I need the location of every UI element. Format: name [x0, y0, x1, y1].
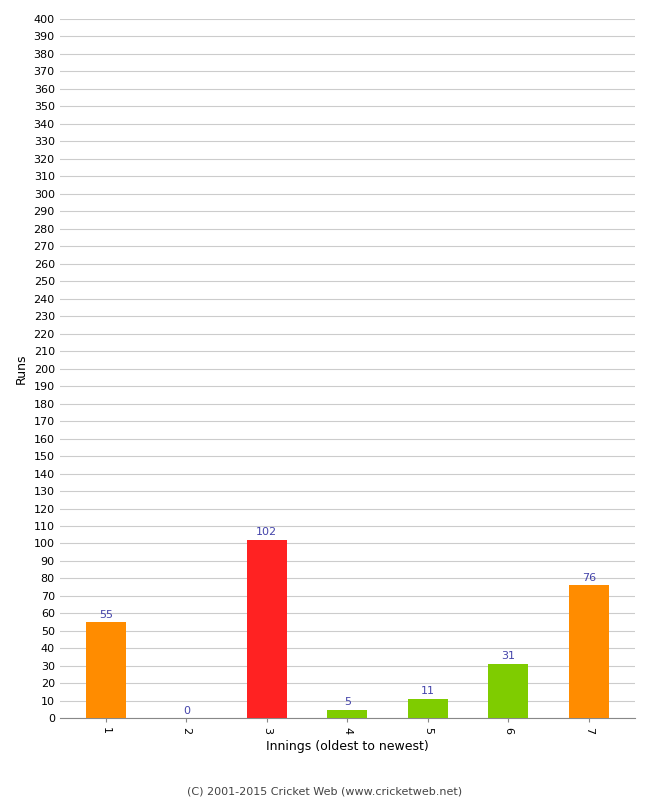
- Y-axis label: Runs: Runs: [15, 354, 28, 384]
- Bar: [569, 586, 609, 718]
- Text: 31: 31: [501, 651, 515, 662]
- Text: (C) 2001-2015 Cricket Web (www.cricketweb.net): (C) 2001-2015 Cricket Web (www.cricketwe…: [187, 786, 463, 796]
- Text: 11: 11: [421, 686, 435, 697]
- Bar: [327, 710, 367, 718]
- Bar: [488, 664, 528, 718]
- Text: 76: 76: [582, 573, 596, 583]
- Text: 55: 55: [99, 610, 113, 619]
- X-axis label: Innings (oldest to newest): Innings (oldest to newest): [266, 740, 429, 753]
- Text: 0: 0: [183, 706, 190, 716]
- Text: 102: 102: [256, 527, 278, 538]
- Bar: [408, 699, 448, 718]
- Bar: [247, 540, 287, 718]
- Bar: [86, 622, 126, 718]
- Text: 5: 5: [344, 697, 351, 707]
